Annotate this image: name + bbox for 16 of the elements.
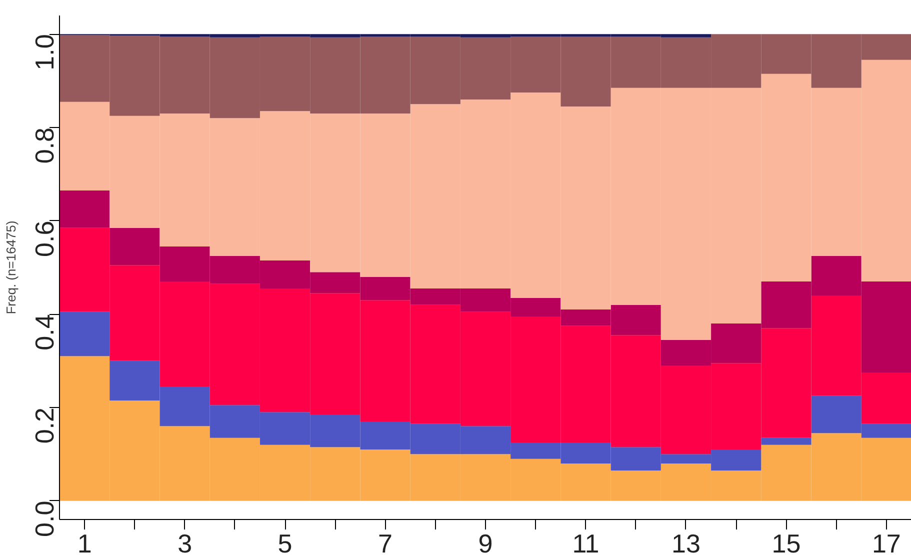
x-tick-label: 13	[672, 528, 700, 555]
x-tick-label: 9	[478, 528, 493, 555]
x-tick-label: 3	[178, 528, 192, 555]
x-tick-label: 15	[772, 528, 801, 555]
y-tick-label: 1.0	[30, 34, 60, 70]
x-tick-label: 17	[872, 528, 901, 555]
y-tick-label: 0.4	[30, 314, 60, 350]
x-tick-label: 11	[572, 528, 600, 555]
y-tick-label: 0.0	[30, 500, 60, 537]
x-tick-label: 7	[378, 528, 393, 555]
y-tick-label: 0.2	[30, 407, 60, 444]
y-axis-title: Freq. (n=16475)	[4, 220, 18, 314]
y-tick-label: 0.8	[30, 127, 60, 164]
y-tick-label: 0.6	[30, 220, 60, 257]
x-tick-label: 1	[77, 528, 92, 555]
x-tick-label: 5	[278, 528, 292, 555]
